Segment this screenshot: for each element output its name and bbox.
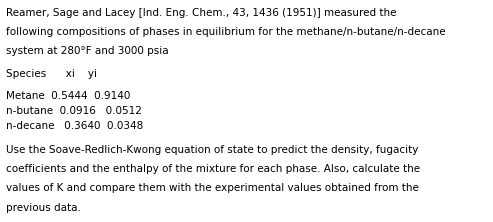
Text: n-butane  0.0916   0.0512: n-butane 0.0916 0.0512 (6, 106, 142, 116)
Text: n-decane   0.3640  0.0348: n-decane 0.3640 0.0348 (6, 121, 143, 131)
Text: Metane  0.5444  0.9140: Metane 0.5444 0.9140 (6, 91, 131, 101)
Text: Use the Soave-Redlich-Kwong equation of state to predict the density, fugacity: Use the Soave-Redlich-Kwong equation of … (6, 145, 419, 155)
Text: following compositions of phases in equilibrium for the methane/n-butane/n-decan: following compositions of phases in equi… (6, 27, 446, 37)
Text: Species      xi    yi: Species xi yi (6, 69, 98, 79)
Text: coefficients and the enthalpy of the mixture for each phase. Also, calculate the: coefficients and the enthalpy of the mix… (6, 164, 421, 174)
Text: system at 280°F and 3000 psia: system at 280°F and 3000 psia (6, 46, 169, 56)
Text: Reamer, Sage and Lacey [Ind. Eng. Chem., 43, 1436 (1951)] measured the: Reamer, Sage and Lacey [Ind. Eng. Chem.,… (6, 8, 397, 18)
Text: values of K and compare them with the experimental values obtained from the: values of K and compare them with the ex… (6, 183, 419, 193)
Text: previous data.: previous data. (6, 203, 81, 213)
